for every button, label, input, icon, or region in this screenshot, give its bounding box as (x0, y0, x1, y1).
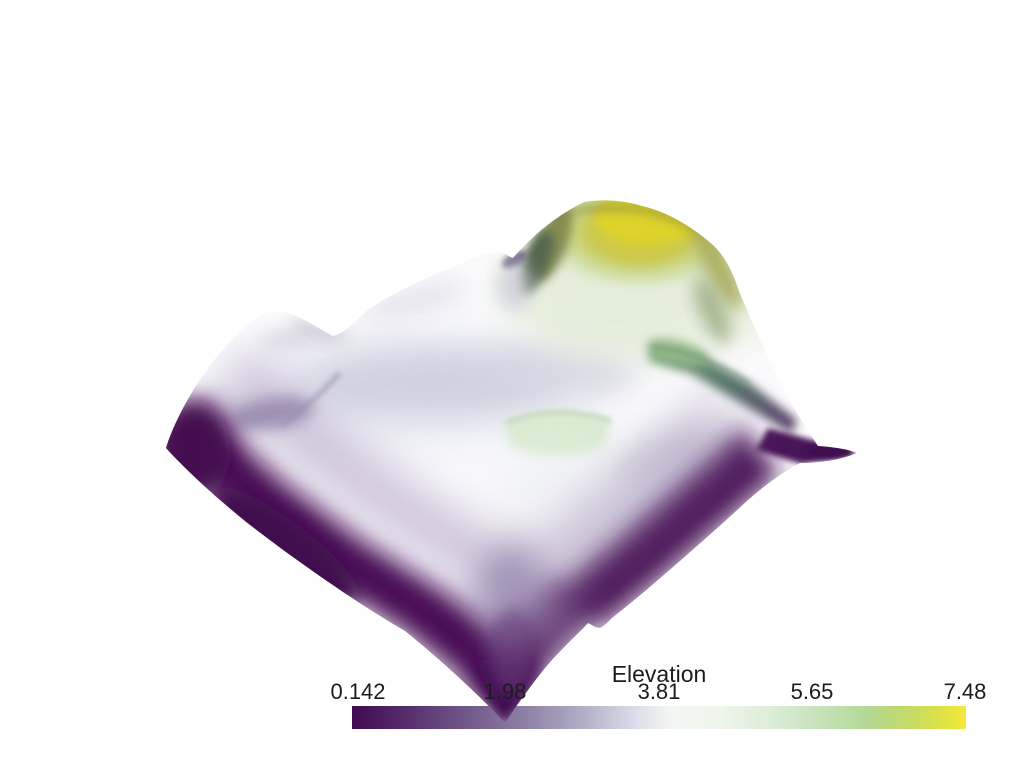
colorbar-gradient-bar (352, 706, 966, 729)
colorbar-tick-label: 5.65 (791, 679, 834, 704)
colorbar (352, 706, 966, 729)
colorbar-tick-label: 7.48 (944, 679, 987, 704)
terrain-surface (166, 200, 857, 724)
colorbar-tick-label: 3.81 (638, 679, 681, 704)
colorbar-tick-label: 0.142 (330, 679, 385, 704)
colorbar-tick-label: 1.98 (484, 679, 527, 704)
colorbar-labels: Elevation 0.142 1.98 3.81 5.65 7.48 (330, 661, 986, 704)
colorbar-title: Elevation (612, 661, 707, 687)
surface-shading (166, 200, 857, 724)
